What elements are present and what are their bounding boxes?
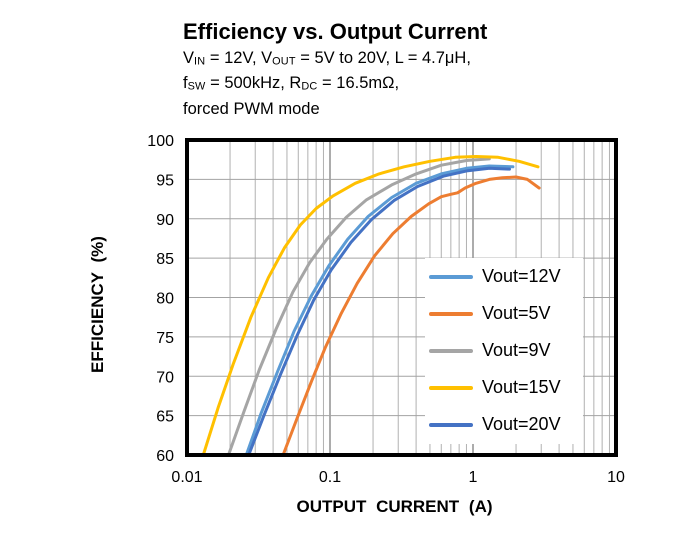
chart-legend: Vout=12V Vout=5V Vout=9V Vout=15V Vout=20V [425,258,583,444]
chart-conditions: VIN = 12V, VOUT = 5V to 20V, L = 4.7μH, … [183,47,471,120]
legend-item-vout-12v: Vout=12V [425,258,583,295]
condition-text: f [183,74,188,93]
series-line-vout-12v [244,164,515,455]
y-tick-label: 100 [147,133,174,150]
x-tick-label: 0.01 [171,469,202,486]
x-axis-title: OUTPUT CURRENT (A) [296,497,492,516]
x-tick-label: 1 [469,469,478,486]
y-tick-label: 85 [156,251,174,268]
legend-swatch-vout-9v [429,348,473,353]
legend-item-vout-15v: Vout=15V [425,369,583,406]
y-axis-title: EFFICIENCY (%) [88,236,107,373]
legend-item-vout-9v: Vout=9V [425,332,583,369]
conditions-line-2: fSW = 500kHz, RDC = 16.5mΩ, [183,72,471,97]
y-tick-label: 60 [156,448,174,465]
legend-item-vout-20v: Vout=20V [425,406,583,443]
legend-swatch-vout-12v [429,274,473,279]
conditions-line-1: VIN = 12V, VOUT = 5V to 20V, L = 4.7μH, [183,47,471,72]
condition-text: = 500kHz, R [205,74,302,93]
y-tick-label: 70 [156,369,174,386]
conditions-line-3: forced PWM mode [183,98,471,120]
subscript-text: OUT [272,55,296,68]
series-line-vout-5v [281,175,541,455]
subscript-text: SW [187,80,206,93]
chart-title: Efficiency vs. Output Current [183,19,488,44]
y-tick-label: 90 [156,212,174,229]
x-tick-label: 10 [607,469,625,486]
condition-text: V [183,49,195,67]
y-tick-label: 80 [156,291,174,308]
condition-text: = 16.5mΩ, [317,74,400,93]
x-tick-label: 0.1 [319,469,341,486]
condition-text: forced PWM mode [183,99,320,118]
legend-swatch-vout-20v [429,422,473,427]
subscript-text: DC [301,80,318,93]
legend-swatch-vout-5v [429,311,473,316]
legend-item-vout-5v: Vout=5V [425,295,583,332]
condition-text: = 12V, V [205,49,273,67]
subscript-text: IN [194,55,206,68]
legend-label-vout-15v: Vout=15V [482,377,561,397]
y-tick-label: 75 [156,330,174,347]
condition-text: = 5V to 20V, L = 4.7μH, [295,49,471,67]
series-line-vout-20v [247,166,511,455]
plot-border [185,138,618,457]
series-line-vout-9v [227,157,491,455]
y-tick-label: 95 [156,172,174,189]
y-tick-label: 65 [156,409,174,426]
series-line-vout-15v [201,155,540,455]
legend-label-vout-20v: Vout=20V [482,414,561,434]
legend-label-vout-5v: Vout=5V [482,303,551,323]
legend-swatch-vout-15v [429,385,473,390]
legend-label-vout-9v: Vout=9V [482,340,551,360]
legend-label-vout-12v: Vout=12V [482,266,561,286]
